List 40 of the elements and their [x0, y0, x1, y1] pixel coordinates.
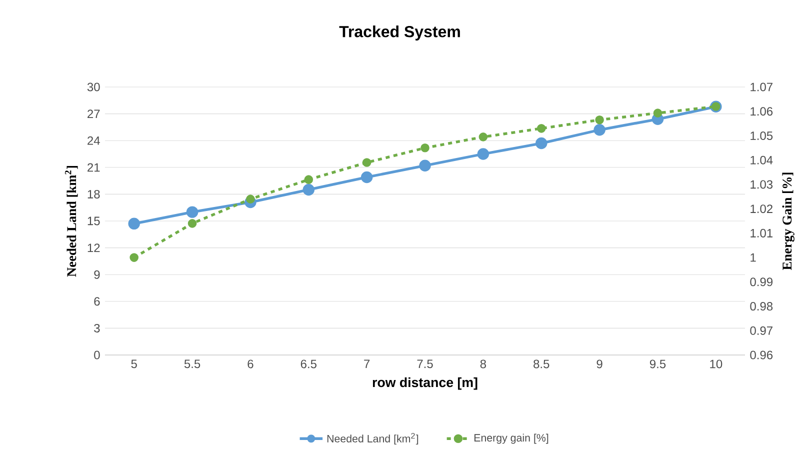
y-tick-label: 15 [88, 216, 100, 226]
y-axis-title: Needed Land [km$^{2}$] [64, 166, 78, 277]
x-axis-title: row distance [m] [372, 377, 478, 390]
y-tick-label: 0 [94, 350, 100, 360]
y2-tick-label: 1.03 [750, 180, 773, 189]
y-tick-label: 21 [88, 163, 100, 172]
y2-tick-label: 1.05 [750, 131, 773, 140]
y-tick-label: 30 [87, 82, 100, 92]
y2-tick-label: 1.06 [750, 107, 773, 116]
y-tick-label: 12 [88, 244, 100, 252]
y2-tick-label: 1.07 [750, 82, 772, 92]
x-tick-label: 8.5 [534, 360, 550, 368]
x-tick-label: 9 [596, 360, 602, 368]
x-tick-label: 10 [710, 360, 722, 368]
chart-title: Tracked System [339, 26, 460, 40]
y2-tick-label: 1 [750, 253, 756, 262]
y2-tick-label: 1.04 [750, 156, 773, 164]
x-tick-label: 6 [248, 360, 254, 368]
x-tick-label: 7.5 [417, 360, 433, 368]
y2-tick-label: 0.98 [750, 302, 773, 311]
x-tick-label: 8 [480, 360, 486, 368]
y-tick-label: 6 [94, 297, 100, 306]
y-tick-label: 27 [88, 110, 100, 118]
y2-tick-label: 1.02 [750, 204, 772, 214]
y-tick-label: 3 [94, 324, 100, 332]
x-tick-label: 5 [131, 360, 137, 368]
y-tick-label: 24 [88, 136, 100, 145]
y2-axis-title: Energy Gain [%] [782, 172, 794, 270]
x-tick-label: 6.5 [300, 360, 316, 368]
y2-tick-label: 0.97 [750, 326, 772, 335]
y2-tick-label: 0.99 [750, 278, 772, 286]
legend-label: Needed Land [km$^{2}$] [327, 432, 418, 445]
x-tick-label: 9.5 [650, 360, 666, 368]
y-tick-label: 9 [94, 270, 100, 279]
x-tick-label: 5.5 [184, 360, 200, 368]
y2-tick-label: 0.96 [750, 350, 773, 360]
x-tick-label: 7 [364, 360, 370, 368]
y-tick-label: 18 [88, 190, 100, 198]
legend-label: Energy gain [%] [474, 434, 548, 444]
y2-tick-label: 1.01 [750, 228, 772, 238]
